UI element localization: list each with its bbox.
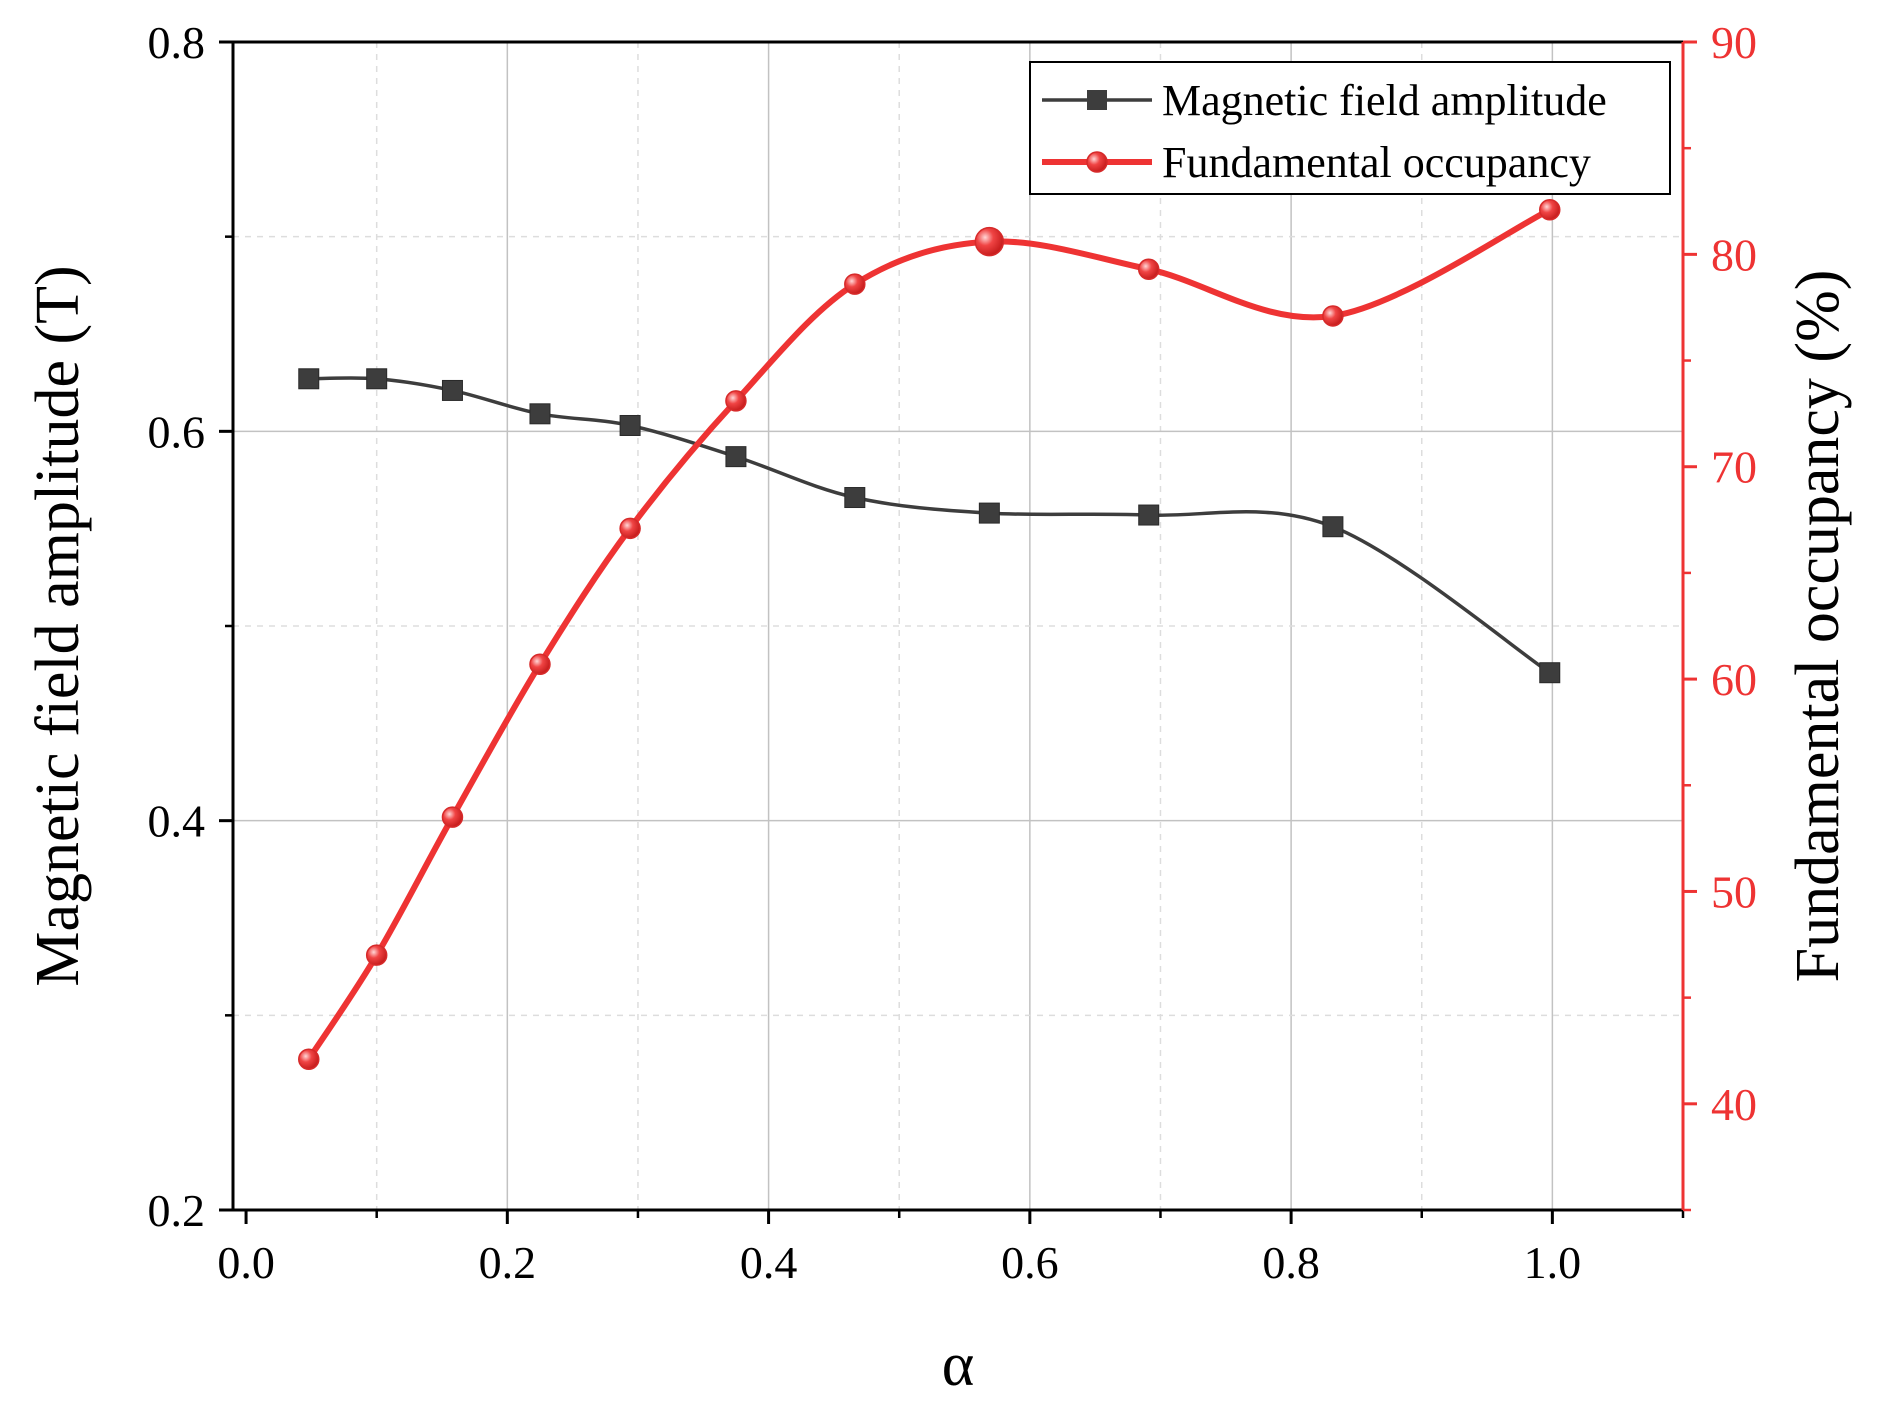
axes: 0.0 0.2 0.4 0.6 0.8 1.00.20.40.60.84050607080… [24,17,1852,1399]
series-layer [298,199,1561,1070]
x-tick-label-5: 1.0 [1524,1237,1582,1288]
legend-swatch-marker-0 [1087,90,1107,110]
x-tick-label-1: 0.2 [479,1237,537,1288]
right-y-axis-title: Fundamental occupancy (%) [1784,270,1852,983]
left-y-tick-label-1: 0.4 [148,796,206,847]
series-1-marker-8 [1137,258,1160,280]
series-0-marker-7 [978,502,1000,524]
series-1-marker-1 [365,944,388,966]
x-tick-label-0: 0.0 [217,1237,275,1288]
grid [233,42,1683,1210]
series-0-marker-2 [441,379,463,401]
series-0-marker-6 [844,487,866,509]
series-0-marker-3 [529,403,551,425]
series-0-marker-8 [1138,504,1160,526]
legend-label-1: Fundamental occupancy [1162,138,1591,187]
series-0-marker-0 [298,368,320,390]
x-tick-label-4: 0.8 [1262,1237,1320,1288]
series-1-marker-2 [441,806,464,828]
series-1-marker-9 [1322,305,1344,327]
series-line-0 [307,376,1552,675]
series-0-marker-10 [1539,662,1561,684]
legend-label-0: Magnetic field amplitude [1162,76,1607,125]
left-y-axis-title: Magnetic field amplitude (T) [24,265,92,986]
series-1-marker-0 [298,1048,320,1070]
legend-swatch-marker-1 [1086,151,1108,173]
right-y-tick-label-1: 50 [1711,866,1757,917]
left-y-tick-label-2: 0.6 [148,406,206,457]
legend: Magnetic field amplitude Fundamental occu… [1029,61,1671,195]
right-y-tick-label-2: 60 [1711,654,1757,705]
series-1-marker-4 [619,517,641,540]
series-0-marker-5 [725,446,747,468]
x-axis-title: α [942,1331,974,1399]
legend-box [1029,61,1671,195]
left-y-tick-label-0: 0.2 [148,1185,206,1236]
x-tick-label-3: 0.6 [1001,1237,1059,1288]
series-1-marker-3 [529,653,551,675]
series-0-marker-9 [1322,516,1344,538]
right-y-tick-label-0: 40 [1711,1079,1757,1130]
x-tick-label-2: 0.4 [740,1237,798,1288]
series-0-marker-1 [366,368,388,390]
series-1-marker-5 [725,390,747,412]
series-1-marker-7 [974,226,1005,257]
series-line-1 [305,206,1553,1063]
left-y-tick-label-3: 0.8 [148,17,206,68]
series-1-marker-10 [1539,199,1561,221]
series-0-marker-4 [619,414,641,436]
series-1-marker-6 [844,273,866,295]
right-y-tick-label-3: 70 [1711,442,1757,493]
right-y-tick-label-4: 80 [1711,229,1757,280]
right-y-tick-label-5: 90 [1711,17,1757,68]
